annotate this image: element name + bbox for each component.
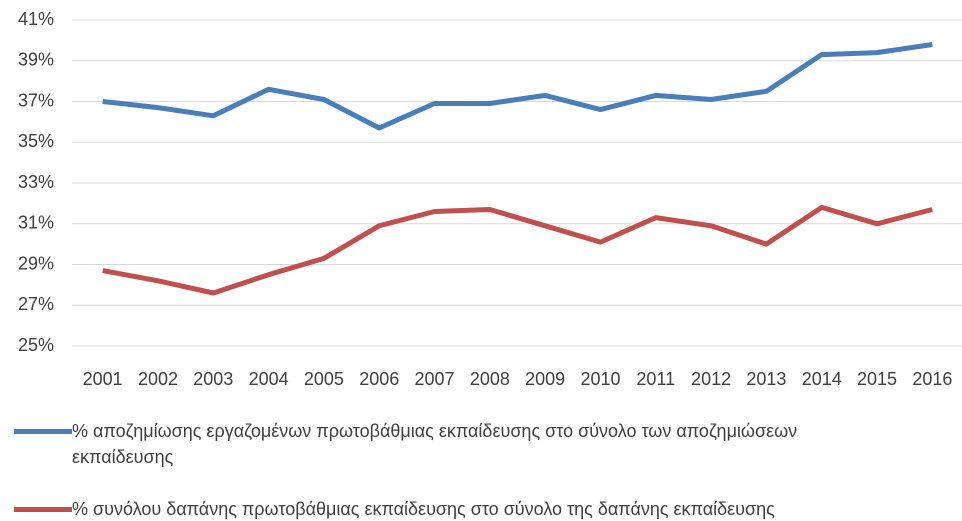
- y-tick-label: 29%: [18, 253, 54, 273]
- y-tick-label: 35%: [18, 131, 54, 151]
- x-tick-label: 2012: [691, 369, 731, 389]
- chart: 25% 27% 29% 31% 33% 35% 37% 39% 41% 2001 2002 2003 2…: [18, 9, 962, 389]
- legend-label: % αποζημίωσης εργαζομένων πρωτοβάθμιας ε…: [72, 421, 798, 467]
- x-tick-label: 2009: [525, 369, 565, 389]
- x-tick-label: 2013: [746, 369, 786, 389]
- x-tick-label: 2001: [83, 369, 123, 389]
- legend-swatch: [14, 507, 72, 512]
- x-tick-label: 2016: [912, 369, 952, 389]
- x-tick-label: 2004: [249, 369, 289, 389]
- series-line: [102, 204, 933, 296]
- x-tick-label: 2007: [415, 369, 455, 389]
- series-line: [102, 42, 933, 131]
- y-tick-label: 33%: [18, 172, 54, 192]
- x-tick-label: 2014: [802, 369, 842, 389]
- legend-entry: % αποζημίωσης εργαζομένων πρωτοβάθμιας ε…: [14, 418, 814, 470]
- x-tick-label: 2011: [636, 369, 675, 389]
- x-tick-label: 2002: [138, 369, 178, 389]
- y-tick-label: 41%: [18, 9, 54, 29]
- legend-label: % συνόλου δαπάνης πρωτοβάθμιας εκπαίδευσ…: [72, 499, 775, 519]
- y-tick-label: 31%: [18, 213, 54, 233]
- x-tick-label: 2003: [193, 369, 233, 389]
- y-tick-label: 25%: [18, 335, 54, 355]
- y-tick-label: 37%: [18, 90, 54, 110]
- legend-swatch: [14, 429, 72, 434]
- x-tick-label: 2015: [857, 369, 897, 389]
- y-tick-label: 39%: [18, 50, 54, 70]
- x-tick-label: 2008: [470, 369, 510, 389]
- x-tick-label: 2006: [359, 369, 399, 389]
- x-tick-label: 2010: [580, 369, 620, 389]
- x-tick-label: 2005: [304, 369, 344, 389]
- legend-entry: % συνόλου δαπάνης πρωτοβάθμιας εκπαίδευσ…: [14, 496, 814, 521]
- y-tick-label: 27%: [18, 294, 54, 314]
